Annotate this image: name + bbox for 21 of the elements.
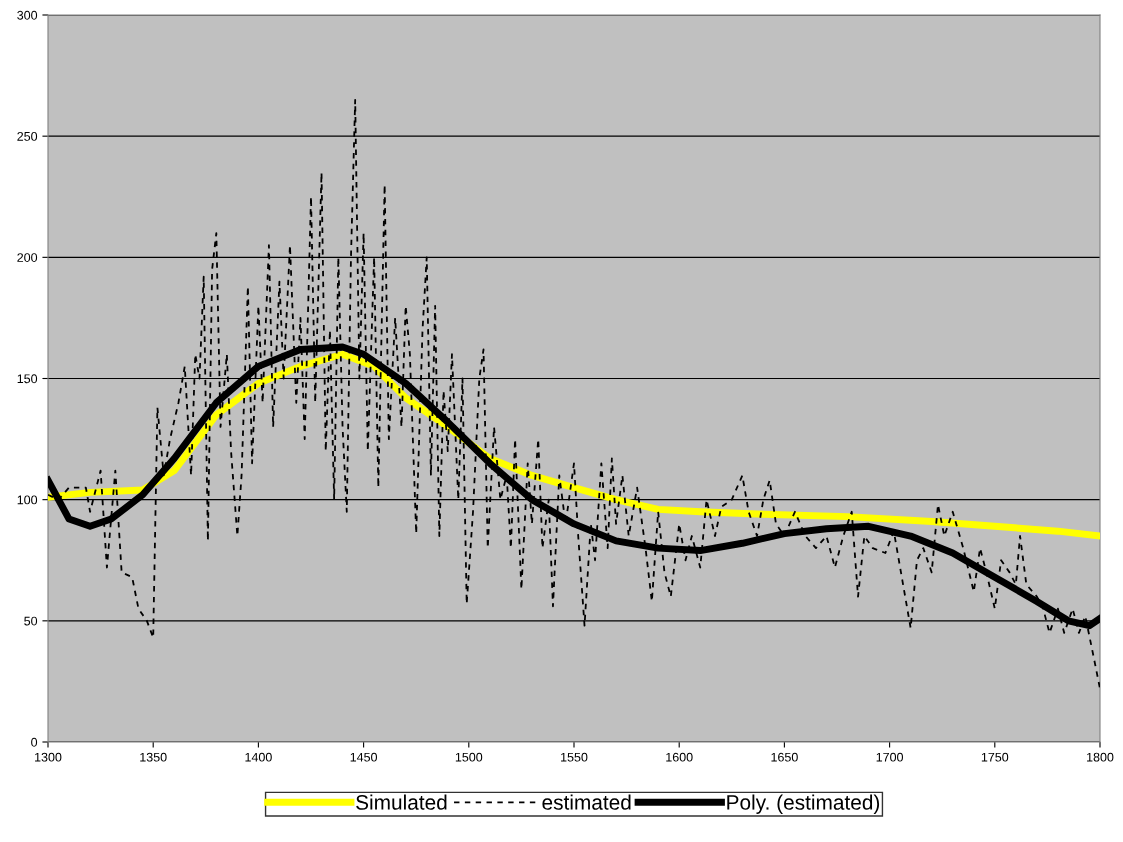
y-tick-label: 100 — [17, 495, 38, 505]
y-tick-label: 150 — [17, 374, 38, 384]
x-tick-label: 1500 — [455, 752, 483, 762]
x-tick-label: 1450 — [350, 752, 378, 762]
y-tick-label: 50 — [24, 616, 38, 626]
x-tick-label: 1300 — [35, 752, 62, 762]
y-tick-label: 200 — [17, 253, 38, 262]
y-tick-label: 300 — [17, 10, 38, 20]
legend-label: Simulated — [356, 794, 447, 810]
x-tick-label: 1650 — [771, 752, 798, 762]
x-tick-label: 1800 — [1087, 752, 1114, 762]
legend-label: Poly. (estimated) — [727, 794, 880, 814]
x-tick-label: 1600 — [666, 752, 693, 762]
x-tick-label: 1400 — [245, 752, 272, 762]
y-tick-label: 250 — [17, 131, 38, 141]
x-tick-label: 1700 — [876, 752, 904, 762]
x-tick-label: 1350 — [140, 752, 167, 762]
x-tick-label: 1550 — [561, 752, 588, 762]
x-tick-label: 1750 — [981, 752, 1009, 762]
legend-label: estimated — [542, 794, 631, 810]
y-tick-label: 0 — [31, 737, 38, 747]
